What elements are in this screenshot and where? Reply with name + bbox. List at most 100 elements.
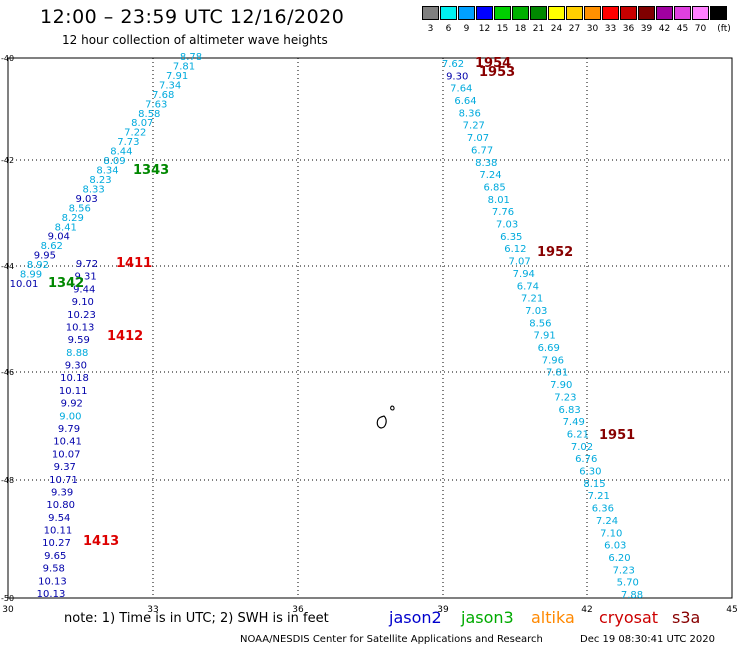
- wave-height-label: 8.34: [96, 166, 118, 177]
- pass-time-label: 1411: [116, 256, 152, 271]
- legend-swatch: [512, 6, 529, 20]
- wave-height-label: 8.56: [69, 203, 91, 214]
- axis-tick-labels: 30 33 36 39 42 45 -40 -42 -44 -46 -48 -50: [1, 54, 738, 615]
- wave-height-label: 9.31: [74, 272, 96, 283]
- y-tick-label: -42: [1, 156, 14, 165]
- wave-height-label: 7.94: [513, 269, 535, 280]
- wave-height-label: 7.62: [442, 59, 464, 70]
- wave-height-label: 9.00: [59, 411, 81, 422]
- wave-height-label: 7.22: [124, 128, 146, 139]
- wave-height-label: 7.07: [508, 257, 530, 268]
- wave-height-label: 7.34: [159, 80, 181, 91]
- wave-height-label: 10.11: [59, 386, 88, 397]
- legend-value: 33: [604, 24, 617, 34]
- x-tick-label: 42: [581, 605, 592, 615]
- wave-height-label: 7.21: [521, 294, 543, 305]
- legend-value: 27: [568, 24, 581, 34]
- wave-height-label: 6.85: [483, 183, 505, 194]
- x-tick-label: 33: [147, 605, 158, 615]
- wave-height-label: 7.64: [450, 84, 472, 95]
- pass-time-label: 1343: [133, 163, 169, 178]
- wave-height-label: 7.96: [542, 355, 564, 366]
- wave-height-label: 8.56: [529, 318, 551, 329]
- x-tick-label: 30: [2, 605, 14, 615]
- wave-height-label: 7.10: [600, 528, 622, 539]
- wave-height-label: 8.41: [55, 222, 77, 233]
- timestamp-text: Dec 19 08:30:41 UTC 2020: [580, 634, 715, 645]
- legend-swatch: [530, 6, 547, 20]
- legend-swatch: [656, 6, 673, 20]
- satellite-jason2: jason2: [389, 608, 442, 627]
- wave-height-label: 10.71: [49, 475, 78, 486]
- wave-height-label: 5.70: [617, 578, 639, 589]
- wave-height-label: 7.03: [496, 220, 518, 231]
- wave-height-label: 7.49: [563, 417, 585, 428]
- legend-value: 24: [550, 24, 563, 34]
- wave-height-label: 7.81: [173, 62, 195, 73]
- legend-swatch: [548, 6, 565, 20]
- wave-height-label: 7.03: [525, 306, 547, 317]
- wave-height-label: 8.01: [488, 195, 510, 206]
- island-outline: [376, 405, 395, 429]
- legend-value: 30: [586, 24, 599, 34]
- wave-height-label: 8.29: [62, 213, 84, 224]
- wave-height-label: 7.63: [145, 99, 167, 110]
- legend-swatch: [602, 6, 619, 20]
- wave-height-label: 6.30: [579, 467, 601, 478]
- wave-height-label: 6.36: [592, 504, 614, 515]
- wave-height-label: 8.38: [475, 158, 497, 169]
- wave-height-label: 7.91: [166, 71, 188, 82]
- wave-height-label: 9.72: [76, 259, 98, 270]
- wave-height-label: 6.77: [471, 145, 493, 156]
- pass-time-label: 1951: [599, 428, 635, 443]
- wave-height-label: 7.68: [152, 90, 174, 101]
- wave-height-label: 9.30: [446, 71, 468, 82]
- wave-height-label: 6.74: [517, 281, 539, 292]
- legend-value: 21: [532, 24, 545, 34]
- wave-height-tracks: 8.787.817.917.347.687.638.588.077.227.73…: [10, 52, 643, 601]
- satellite-s3a: s3a: [672, 608, 701, 627]
- wave-height-label: 8.36: [459, 108, 481, 119]
- wave-height-label: 7.73: [117, 137, 139, 148]
- legend-swatch: [494, 6, 511, 20]
- map-frame: [7, 57, 733, 599]
- wave-height-label: 9.03: [75, 194, 97, 205]
- wave-height-label: 6.21: [567, 430, 589, 441]
- wave-height-label: 9.92: [61, 399, 83, 410]
- wave-height-label: 9.58: [43, 564, 65, 575]
- wave-height-label: 9.44: [73, 284, 95, 295]
- y-tick-label: -50: [1, 594, 14, 603]
- legend-value: 70: [694, 24, 707, 34]
- wave-height-label: 9.79: [58, 424, 80, 435]
- legend-value: 12: [478, 24, 491, 34]
- page-subtitle: 12 hour collection of altimeter wave hei…: [62, 33, 328, 47]
- y-tick-label: -48: [1, 476, 14, 485]
- pass-time-label: 1413: [83, 534, 119, 549]
- wave-height-label: 8.88: [66, 348, 88, 359]
- wave-height-label: 10.01: [10, 279, 39, 290]
- pass-time-label: 1954: [475, 56, 511, 71]
- wave-height-label: 6.12: [504, 244, 526, 255]
- wave-height-label: 10.80: [46, 500, 75, 511]
- wave-height-label: 9.10: [72, 297, 94, 308]
- y-tick-label: -46: [1, 368, 14, 377]
- wave-height-label: 6.83: [558, 405, 580, 416]
- legend-value: 3: [427, 24, 434, 34]
- wave-height-label: 7.21: [588, 491, 610, 502]
- wave-height-label: 8.15: [583, 479, 605, 490]
- wave-height-label: 10.41: [53, 437, 82, 448]
- wave-height-label: 6.03: [604, 541, 626, 552]
- wave-height-label: 6.35: [500, 232, 522, 243]
- pass-time-label: 1412: [107, 329, 143, 344]
- wave-height-label: 9.39: [51, 488, 73, 499]
- legend-value: 45: [676, 24, 689, 34]
- wave-height-label: 8.44: [110, 147, 132, 158]
- legend-swatch: [692, 6, 709, 20]
- wave-height-label: 10.07: [52, 449, 81, 460]
- legend-swatch: [710, 6, 727, 20]
- legend-swatch: [422, 6, 439, 20]
- legend-swatch: [458, 6, 475, 20]
- wave-height-label: 6.20: [608, 553, 630, 564]
- satellite-jason3: jason3: [461, 608, 514, 627]
